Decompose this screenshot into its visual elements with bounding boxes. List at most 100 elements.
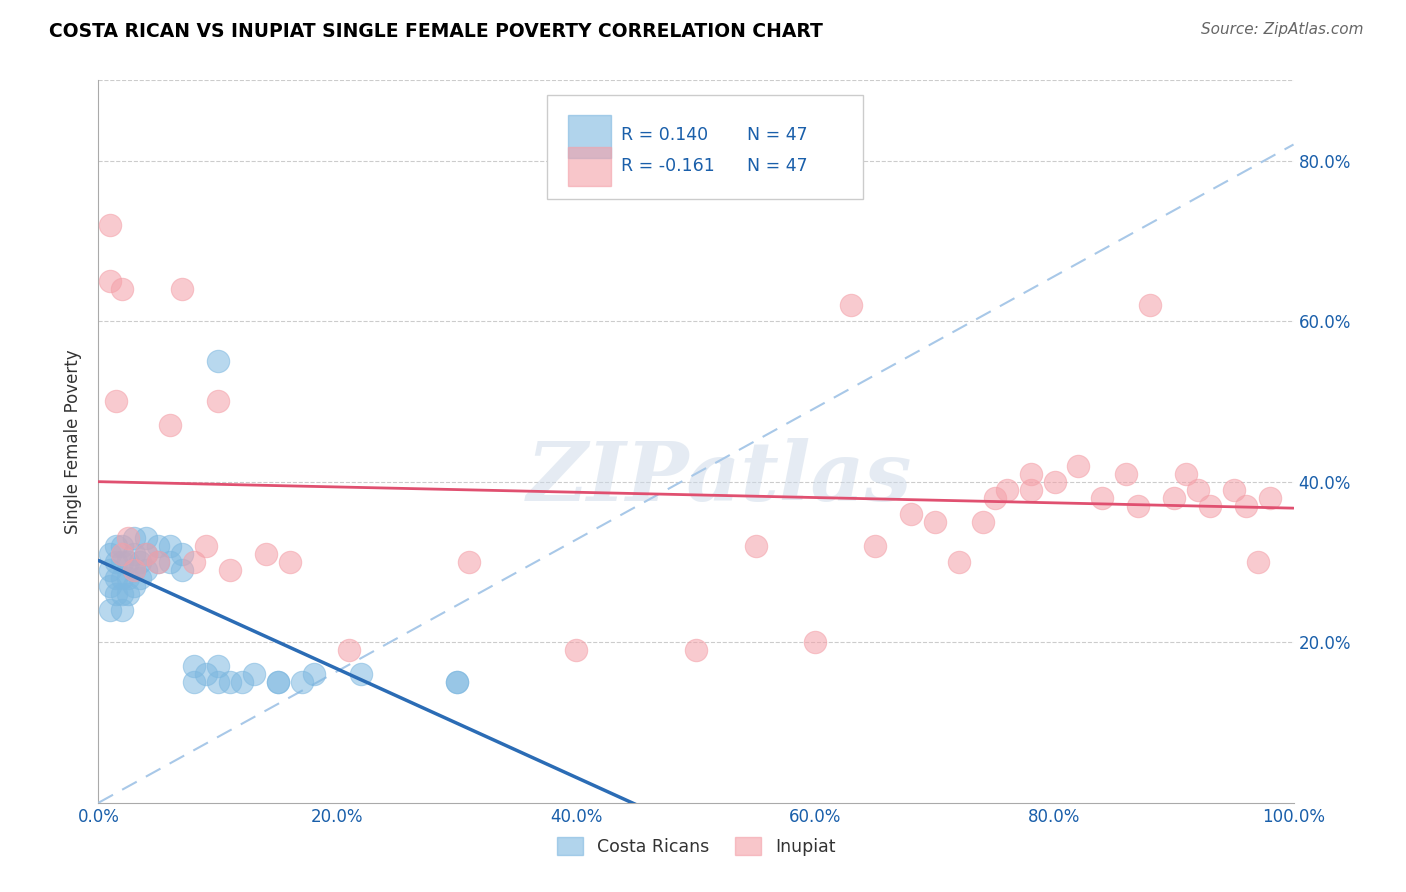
Point xyxy=(1139,298,1161,312)
FancyBboxPatch shape xyxy=(568,147,612,186)
Point xyxy=(267,675,290,690)
Point xyxy=(865,539,887,553)
Point xyxy=(183,659,205,673)
Point xyxy=(124,563,146,577)
Point xyxy=(972,515,994,529)
Point xyxy=(117,571,139,585)
Point xyxy=(172,547,194,561)
Point xyxy=(219,675,242,690)
Point xyxy=(924,515,946,529)
Text: COSTA RICAN VS INUPIAT SINGLE FEMALE POVERTY CORRELATION CHART: COSTA RICAN VS INUPIAT SINGLE FEMALE POV… xyxy=(49,22,823,41)
Point xyxy=(98,579,122,593)
Point xyxy=(111,603,134,617)
Point xyxy=(339,643,361,657)
Point xyxy=(1247,555,1270,569)
Point xyxy=(111,587,134,601)
Point xyxy=(1019,483,1042,497)
Point xyxy=(254,547,277,561)
Point xyxy=(267,675,290,690)
Point xyxy=(105,587,128,601)
Point xyxy=(278,555,301,569)
Point xyxy=(124,563,146,577)
Point xyxy=(1128,499,1150,513)
Point xyxy=(129,571,152,585)
Point xyxy=(1067,458,1090,473)
Point xyxy=(1019,467,1042,481)
Point xyxy=(291,675,314,690)
Point xyxy=(172,282,194,296)
Point xyxy=(841,298,863,312)
Y-axis label: Single Female Poverty: Single Female Poverty xyxy=(65,350,83,533)
Point xyxy=(243,667,266,681)
Point xyxy=(1115,467,1137,481)
Point xyxy=(111,555,134,569)
FancyBboxPatch shape xyxy=(568,115,612,158)
Point xyxy=(984,491,1007,505)
Point xyxy=(1175,467,1198,481)
Point xyxy=(105,555,128,569)
Point xyxy=(172,563,194,577)
Point xyxy=(804,635,827,649)
Point xyxy=(98,547,122,561)
Point xyxy=(124,579,146,593)
Point xyxy=(135,547,157,561)
Point xyxy=(900,507,922,521)
Point xyxy=(350,667,373,681)
Point xyxy=(207,354,229,368)
Point xyxy=(148,555,170,569)
Point xyxy=(111,547,134,561)
Point xyxy=(195,667,218,681)
Point xyxy=(565,643,588,657)
Point xyxy=(98,274,122,288)
Point xyxy=(124,531,146,545)
Text: N = 47: N = 47 xyxy=(748,157,808,175)
Point xyxy=(129,555,152,569)
Point xyxy=(105,394,128,409)
Point xyxy=(111,282,134,296)
Point xyxy=(98,603,122,617)
Point xyxy=(745,539,768,553)
Point xyxy=(98,563,122,577)
Point xyxy=(111,571,134,585)
Point xyxy=(111,539,134,553)
Point xyxy=(207,675,229,690)
Point xyxy=(183,675,205,690)
Text: N = 47: N = 47 xyxy=(748,126,808,145)
Text: Source: ZipAtlas.com: Source: ZipAtlas.com xyxy=(1201,22,1364,37)
Point xyxy=(207,659,229,673)
Point xyxy=(117,587,139,601)
Point xyxy=(1234,499,1257,513)
Point xyxy=(446,675,468,690)
Point xyxy=(159,539,181,553)
Point xyxy=(446,675,468,690)
Text: R = 0.140: R = 0.140 xyxy=(620,126,707,145)
Point xyxy=(1187,483,1209,497)
Legend: Costa Ricans, Inupiat: Costa Ricans, Inupiat xyxy=(550,830,842,863)
Point xyxy=(995,483,1018,497)
Point xyxy=(1199,499,1222,513)
Point xyxy=(1258,491,1281,505)
Point xyxy=(135,547,157,561)
Point xyxy=(458,555,481,569)
Point xyxy=(105,571,128,585)
Point xyxy=(117,555,139,569)
Point xyxy=(219,563,242,577)
Text: R = -0.161: R = -0.161 xyxy=(620,157,714,175)
Point xyxy=(159,418,181,433)
Point xyxy=(98,218,122,232)
Point xyxy=(135,563,157,577)
Point xyxy=(207,394,229,409)
Point xyxy=(195,539,218,553)
Point xyxy=(685,643,707,657)
Point xyxy=(105,539,128,553)
FancyBboxPatch shape xyxy=(547,95,863,200)
Point xyxy=(302,667,325,681)
Text: ZIPatlas: ZIPatlas xyxy=(527,438,912,517)
Point xyxy=(231,675,253,690)
Point xyxy=(1163,491,1185,505)
Point xyxy=(948,555,970,569)
Point xyxy=(148,539,170,553)
Point xyxy=(183,555,205,569)
Point xyxy=(159,555,181,569)
Point xyxy=(148,555,170,569)
